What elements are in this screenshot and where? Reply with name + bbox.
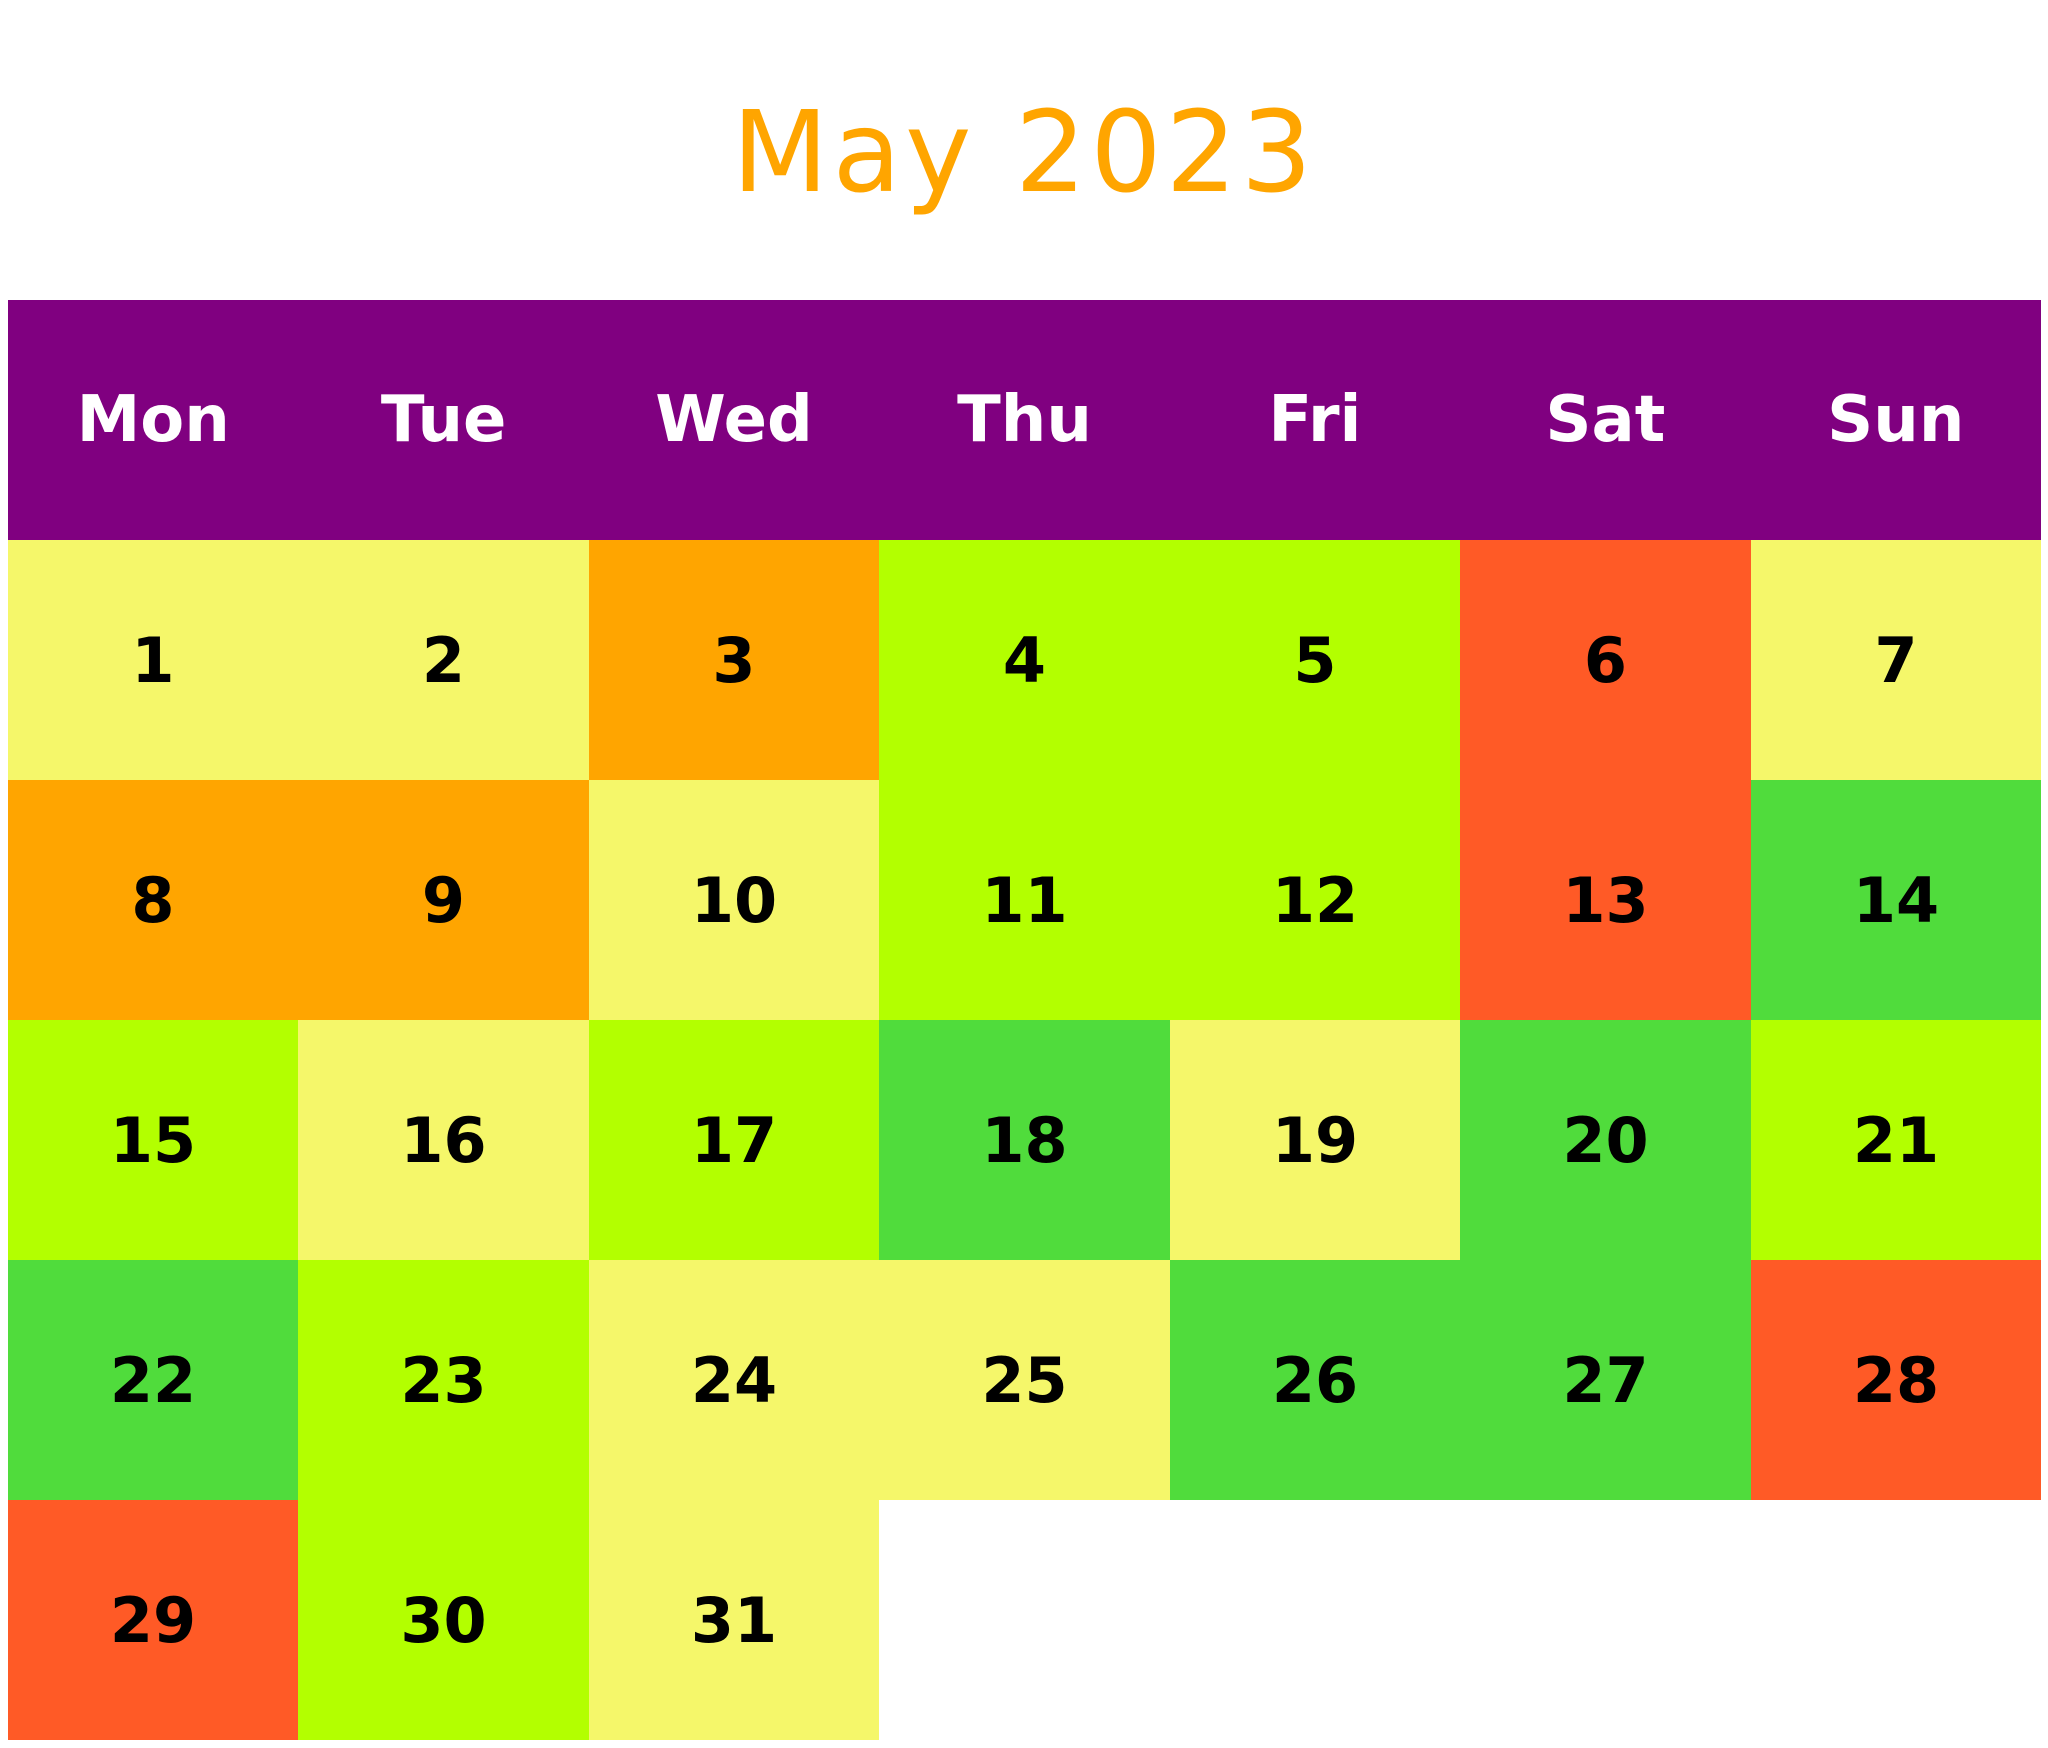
calendar-title: May 2023 [731, 88, 1317, 218]
day-cell-28: 28 [1751, 1260, 2041, 1500]
day-number-8: 8 [131, 863, 175, 937]
day-cell-23: 23 [298, 1260, 589, 1500]
day-number-27: 27 [1562, 1343, 1649, 1417]
day-cell-9: 9 [298, 780, 589, 1020]
day-cell-6: 6 [1460, 540, 1751, 780]
day-number-18: 18 [981, 1103, 1068, 1177]
day-number-21: 21 [1852, 1103, 1940, 1177]
day-cell-13: 13 [1460, 780, 1751, 1020]
weekday-label-wed: Wed [655, 383, 813, 457]
weekday-label-fri: Fri [1268, 383, 1362, 457]
day-cell-21: 21 [1751, 1020, 2041, 1260]
weekday-label-sun: Sun [1827, 383, 1965, 457]
day-number-31: 31 [690, 1583, 778, 1657]
day-cell-10: 10 [589, 780, 879, 1020]
day-cell-14: 14 [1751, 780, 2041, 1020]
day-number-29: 29 [109, 1583, 197, 1657]
day-cell-26: 26 [1170, 1260, 1460, 1500]
weekday-label-thu: Thu [957, 383, 1092, 457]
day-number-23: 23 [400, 1343, 487, 1417]
day-number-20: 20 [1562, 1103, 1649, 1177]
day-cell-15: 15 [8, 1020, 298, 1260]
day-cell-24: 24 [589, 1260, 879, 1500]
day-cell-22: 22 [8, 1260, 298, 1500]
day-number-15: 15 [109, 1103, 197, 1177]
day-cell-20: 20 [1460, 1020, 1751, 1260]
day-cell-19: 19 [1170, 1020, 1460, 1260]
day-cell-7: 7 [1751, 540, 2041, 780]
day-number-9: 9 [421, 863, 466, 937]
weekday-label-sat: Sat [1545, 383, 1666, 457]
day-number-3: 3 [712, 623, 756, 697]
day-number-4: 4 [1002, 623, 1047, 697]
day-cell-2: 2 [298, 540, 589, 780]
day-cell-3: 3 [589, 540, 879, 780]
day-number-11: 11 [981, 863, 1068, 937]
day-number-5: 5 [1293, 623, 1337, 697]
day-number-10: 10 [690, 863, 778, 937]
day-cell-31: 31 [589, 1500, 879, 1740]
day-number-19: 19 [1271, 1103, 1359, 1177]
day-number-13: 13 [1562, 863, 1649, 937]
day-number-14: 14 [1852, 863, 1940, 937]
weekday-header-bar: Mon Tue Wed Thu Fri Sat Sun [8, 300, 2041, 540]
day-number-7: 7 [1874, 623, 1918, 697]
day-cell-12: 12 [1170, 780, 1460, 1020]
day-cell-16: 16 [298, 1020, 589, 1260]
weekday-label-mon: Mon [76, 383, 230, 457]
day-number-24: 24 [690, 1343, 778, 1417]
day-number-25: 25 [981, 1343, 1068, 1417]
calendar-grid: Mon Tue Wed Thu Fri Sat Sun 1 2 3 4 5 6 7 8 9 10 11 12 13 1… [8, 300, 2041, 1740]
day-cell-18: 18 [879, 1020, 1170, 1260]
day-cell-29: 29 [8, 1500, 298, 1740]
day-number-22: 22 [109, 1343, 197, 1417]
day-number-17: 17 [690, 1103, 778, 1177]
day-number-12: 12 [1271, 863, 1359, 937]
day-cell-27: 27 [1460, 1260, 1751, 1500]
day-number-1: 1 [131, 623, 175, 697]
day-cell-25: 25 [879, 1260, 1170, 1500]
day-cell-4: 4 [879, 540, 1170, 780]
day-number-6: 6 [1583, 623, 1628, 697]
day-cell-11: 11 [879, 780, 1170, 1020]
day-number-26: 26 [1271, 1343, 1359, 1417]
day-cell-30: 30 [298, 1500, 589, 1740]
day-cell-1: 1 [8, 540, 298, 780]
day-number-2: 2 [421, 623, 466, 697]
day-number-28: 28 [1852, 1343, 1940, 1417]
weekday-label-tue: Tue [380, 383, 507, 457]
day-cell-17: 17 [589, 1020, 879, 1260]
day-cell-5: 5 [1170, 540, 1460, 780]
day-number-16: 16 [400, 1103, 487, 1177]
day-cell-8: 8 [8, 780, 298, 1020]
day-number-30: 30 [400, 1583, 487, 1657]
